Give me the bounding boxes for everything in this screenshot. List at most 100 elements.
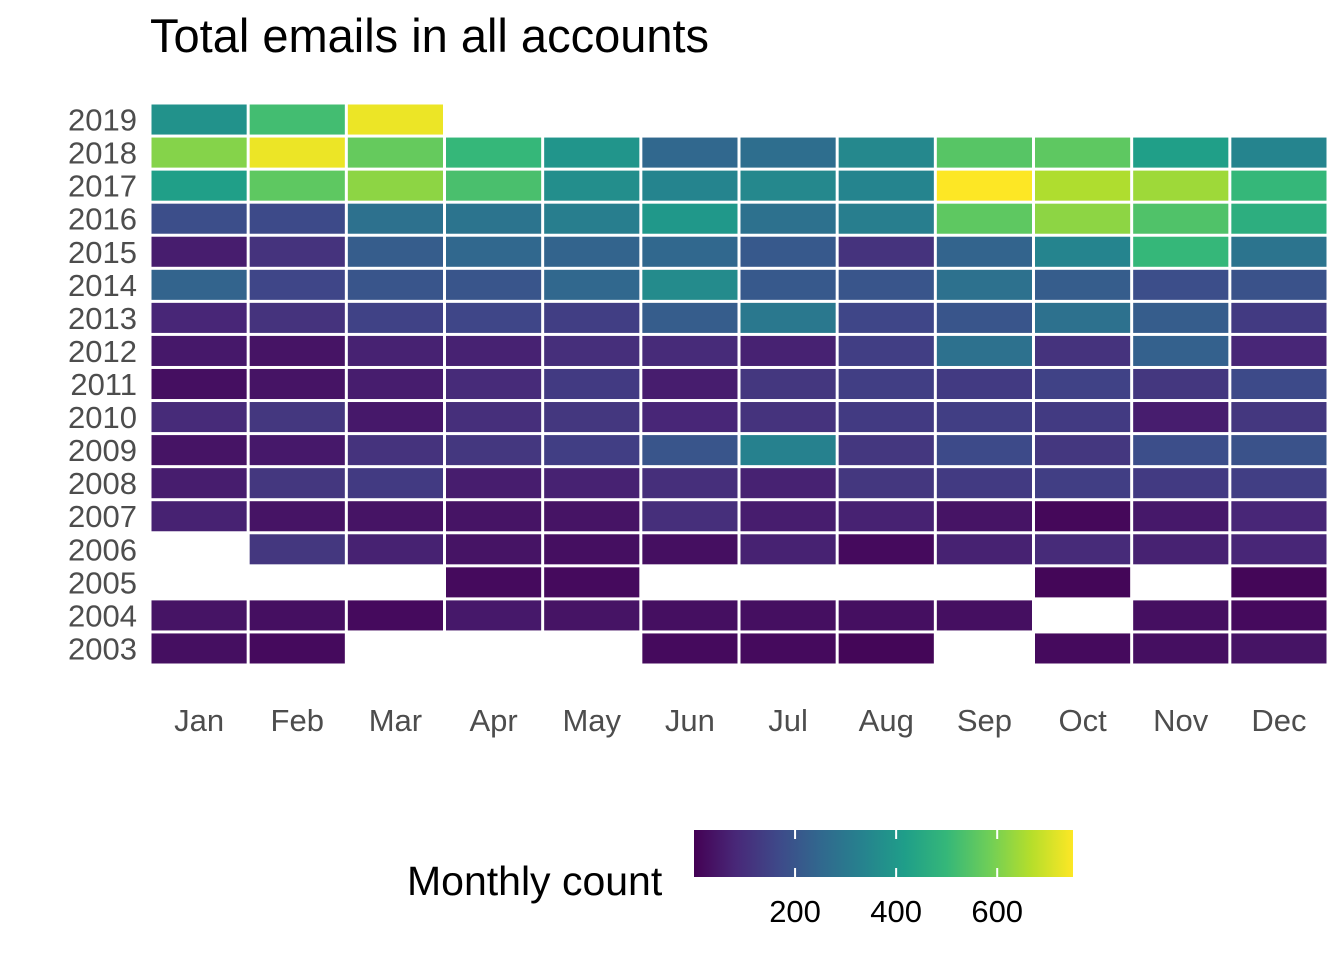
heatmap-cell-2004-feb <box>249 600 345 631</box>
heatmap-cell-2007-jun <box>642 501 738 532</box>
heatmap-cell-2007-feb <box>249 501 345 532</box>
heatmap-cell-2009-dec <box>1231 435 1327 466</box>
heatmap-cell-2013-oct <box>1035 302 1131 333</box>
heatmap-cell-2012-jul <box>740 335 836 366</box>
heatmap-cell-2009-mar <box>347 435 443 466</box>
heatmap-cell-2012-may <box>544 335 640 366</box>
y-tick-label-2010: 2010 <box>68 400 137 435</box>
x-tick-label-may: May <box>562 703 621 738</box>
y-tick-label-2014: 2014 <box>68 268 137 303</box>
y-tick-label-2004: 2004 <box>68 598 137 633</box>
heatmap-cell-2012-sep <box>936 335 1032 366</box>
heatmap-cell-2007-jan <box>151 501 247 532</box>
heatmap-cell-2013-apr <box>446 302 542 333</box>
heatmap-cell-2004-sep <box>936 600 1032 631</box>
heatmap-cell-2015-mar <box>347 236 443 267</box>
heatmap-cell-2006-sep <box>936 534 1032 565</box>
colorbar-tick-label-400: 400 <box>870 894 922 929</box>
heatmap-cell-2015-feb <box>249 236 345 267</box>
heatmap-cell-2018-oct <box>1035 137 1131 168</box>
colorbar <box>694 830 1073 877</box>
heatmap-cell-2017-sep <box>936 170 1032 201</box>
y-tick-label-2019: 2019 <box>68 103 137 138</box>
heatmap-cell-2003-dec <box>1231 633 1327 664</box>
heatmap-cell-2016-sep <box>936 203 1032 234</box>
heatmap-cell-2012-feb <box>249 335 345 366</box>
heatmap-cell-2011-dec <box>1231 368 1327 400</box>
heatmap-cell-2017-jun <box>642 170 738 201</box>
heatmap-cell-2013-mar <box>347 302 443 333</box>
heatmap-cell-2014-apr <box>446 269 542 300</box>
heatmap-cell-2017-aug <box>838 170 934 201</box>
y-tick-label-2006: 2006 <box>68 532 137 567</box>
heatmap-cell-2010-dec <box>1231 402 1327 433</box>
x-tick-label-nov: Nov <box>1153 703 1209 738</box>
heatmap-cell-2003-oct <box>1035 633 1131 664</box>
x-tick-label-feb: Feb <box>271 703 324 738</box>
heatmap-cell-2018-nov <box>1133 137 1229 168</box>
y-tick-label-2012: 2012 <box>68 334 137 369</box>
heatmap-cell-2011-nov <box>1133 368 1229 400</box>
heatmap-cell-2009-oct <box>1035 435 1131 466</box>
heatmap-cell-2014-jul <box>740 269 836 300</box>
heatmap-cell-2013-may <box>544 302 640 333</box>
x-tick-label-mar: Mar <box>369 703 422 738</box>
heatmap-cell-2013-nov <box>1133 302 1229 333</box>
heatmap-cell-2015-jan <box>151 236 247 267</box>
heatmap-cell-2006-mar <box>347 534 443 565</box>
heatmap-cell-2016-dec <box>1231 203 1327 234</box>
x-tick-label-apr: Apr <box>469 703 517 738</box>
heatmap-cell-2008-may <box>544 468 640 499</box>
heatmap-cell-2006-apr <box>446 534 542 565</box>
heatmap-cell-2003-jul <box>740 633 836 664</box>
heatmap-cell-2011-jul <box>740 368 836 400</box>
heatmap-cell-2007-dec <box>1231 501 1327 532</box>
heatmap-cell-2014-jan <box>151 269 247 300</box>
heatmap-cell-2018-mar <box>347 137 443 168</box>
x-tick-label-jul: Jul <box>768 703 808 738</box>
heatmap-cell-2012-aug <box>838 335 934 366</box>
heatmap-cell-2012-jun <box>642 335 738 366</box>
heatmap-cell-2009-apr <box>446 435 542 466</box>
heatmap-cell-2018-aug <box>838 137 934 168</box>
heatmap-cell-2009-nov <box>1133 435 1229 466</box>
heatmap-cell-2010-mar <box>347 402 443 433</box>
heatmap-cell-2016-feb <box>249 203 345 234</box>
heatmap-cell-2017-may <box>544 170 640 201</box>
heatmap-cell-2018-jan <box>151 137 247 168</box>
heatmap-cell-2009-may <box>544 435 640 466</box>
heatmap-cell-2008-apr <box>446 468 542 499</box>
heatmap-cell-2017-jul <box>740 170 836 201</box>
heatmap-cell-2017-apr <box>446 170 542 201</box>
heatmap-cell-2018-jul <box>740 137 836 168</box>
heatmap-cell-2018-sep <box>936 137 1032 168</box>
heatmap-cell-2018-jun <box>642 137 738 168</box>
heatmap-cell-2004-dec <box>1231 600 1327 631</box>
y-tick-label-2017: 2017 <box>68 169 137 204</box>
heatmap-cell-2003-jan <box>151 633 247 664</box>
heatmap-cell-2015-dec <box>1231 236 1327 267</box>
x-tick-label-jan: Jan <box>174 703 224 738</box>
heatmap-cell-2013-sep <box>936 302 1032 333</box>
heatmap-cell-2004-mar <box>347 600 443 631</box>
colorbar-ticks: 200 400 600 <box>769 830 1023 929</box>
heatmap-cell-2014-feb <box>249 269 345 300</box>
heatmap-cell-2006-oct <box>1035 534 1131 565</box>
heatmap-cell-2011-jun <box>642 368 738 400</box>
heatmap-cell-2014-mar <box>347 269 443 300</box>
heatmap-cell-2008-jul <box>740 468 836 499</box>
x-tick-label-aug: Aug <box>859 703 914 738</box>
heatmap-cell-2005-dec <box>1231 567 1327 598</box>
heatmap-cell-2005-oct <box>1035 567 1131 598</box>
heatmap-cell-2019-feb <box>249 104 345 135</box>
heatmap-cell-2013-jan <box>151 302 247 333</box>
heatmap-cell-2016-apr <box>446 203 542 234</box>
heatmap-cell-2005-may <box>544 567 640 598</box>
heatmap-cell-2010-feb <box>249 402 345 433</box>
heatmap-cell-2006-aug <box>838 534 934 565</box>
heatmap-cell-2008-dec <box>1231 468 1327 499</box>
heatmap-cell-2017-feb <box>249 170 345 201</box>
color-legend: 200 400 600 <box>694 830 1073 929</box>
heatmap-cell-2010-nov <box>1133 402 1229 433</box>
